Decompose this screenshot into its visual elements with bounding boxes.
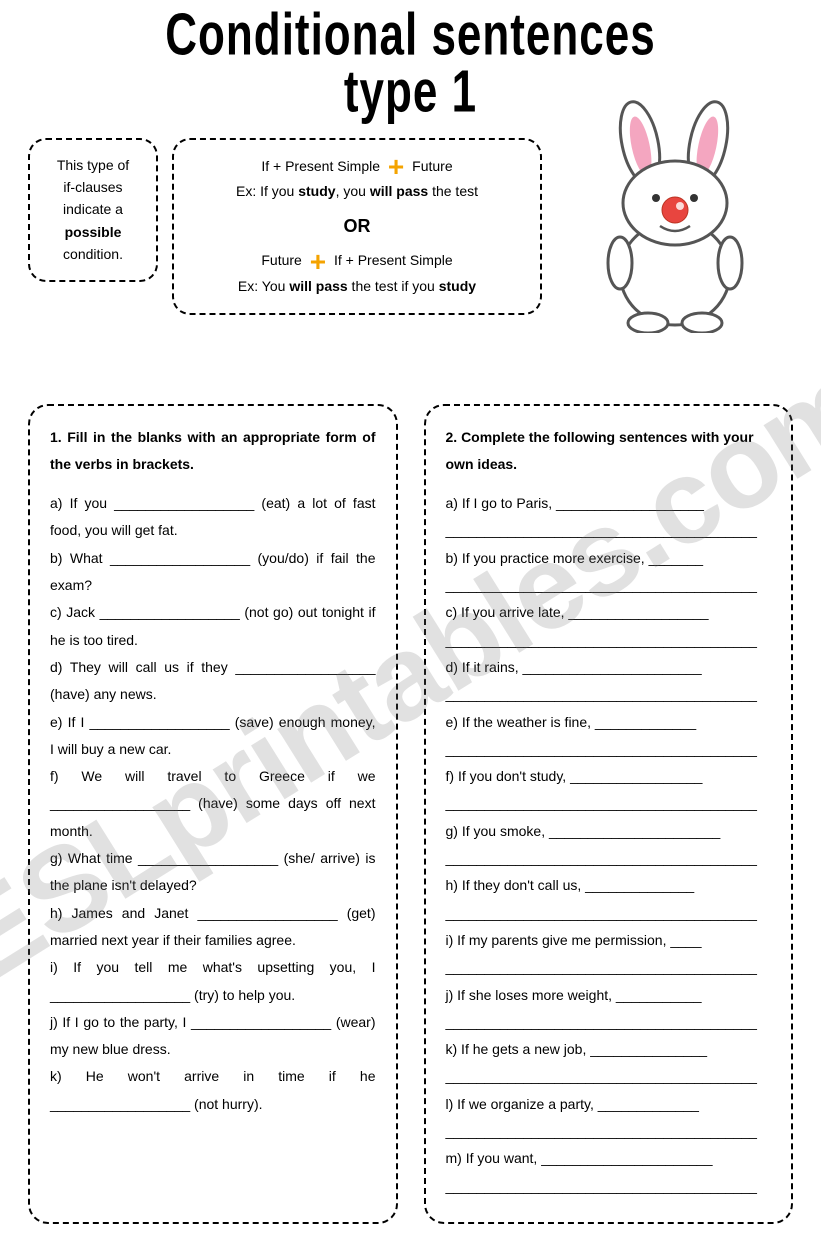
ex1-mid: , you [336,183,370,199]
ex2-g-line: ________________________________________ [446,845,772,872]
top-row: This type of if-clauses indicate a possi… [28,138,793,378]
ex2-l-line: ________________________________________ [446,1118,772,1145]
ex2-pre: Ex: You [238,278,289,294]
exercises-row: 1. Fill in the blanks with an appropriat… [28,404,793,1224]
ex2-b: b) If you practice more exercise, ______… [446,545,772,572]
formula2-b: If + Present Simple [334,252,453,268]
ex1-h: h) James and Janet __________________ (g… [50,900,376,955]
or-label: OR [190,210,524,242]
ex2-k-line: ________________________________________ [446,1063,772,1090]
ex2-mid: the test if you [348,278,439,294]
ex1-a: a) If you __________________ (eat) a lot… [50,490,376,545]
ex2-a: a) If I go to Paris, ___________________ [446,490,772,517]
exercise-2-box: 2. Complete the following sentences with… [424,404,794,1224]
ex2-g: g) If you smoke, ______________________ [446,818,772,845]
title-line-2: type 1 [344,58,477,124]
ex1-g: g) What time __________________ (she/ ar… [50,845,376,900]
ex1-bold2: will pass [370,183,428,199]
exercise-1-box: 1. Fill in the blanks with an appropriat… [28,404,398,1224]
formula1-b: Future [412,158,452,174]
ex2-b-line: ________________________________________ [446,572,772,599]
worksheet-page: Conditional sentences type 1 This type o… [0,0,821,1244]
plus-icon: + [306,252,330,272]
ex2-d-line: ________________________________________ [446,681,772,708]
ex1-d: d) They will call us if they ___________… [50,654,376,709]
intro-l2: if-clauses [63,179,122,195]
example-2: Ex: You will pass the test if you study [190,274,524,299]
ex1-pre: Ex: If you [236,183,298,199]
ex1-end: the test [428,183,478,199]
ex2-i: i) If my parents give me permission, ___… [446,927,772,954]
ex2-j-line: ________________________________________ [446,1009,772,1036]
ex2-c-line: ________________________________________ [446,627,772,654]
ex2-bold1: will pass [289,278,347,294]
plus-icon: + [384,157,408,177]
ex1-heading: 1. Fill in the blanks with an appropriat… [50,424,376,479]
ex2-d: d) If it rains, _______________________ [446,654,772,681]
bunny-icon [580,98,770,333]
intro-l3: indicate a [63,201,123,217]
ex1-i: i) If you tell me what's upsetting you, … [50,954,376,1009]
ex1-j: j) If I go to the party, I _____________… [50,1009,376,1064]
grammar-box: If + Present Simple + Future Ex: If you … [172,138,542,315]
intro-box: This type of if-clauses indicate a possi… [28,138,158,282]
ex2-a-line: ________________________________________ [446,517,772,544]
formula-2: Future + If + Present Simple [190,248,524,273]
ex1-f: f) We will travel to Greece if we ______… [50,763,376,845]
bunny-illustration [556,98,793,338]
ex2-h: h) If they don't call us, ______________ [446,872,772,899]
ex2-bold2: study [439,278,476,294]
ex2-j: j) If she loses more weight, ___________ [446,982,772,1009]
ex2-h-line: ________________________________________ [446,900,772,927]
ex2-e-line: ________________________________________ [446,736,772,763]
formula2-a: Future [261,252,305,268]
ex1-b: b) What __________________ (you/do) if f… [50,545,376,600]
ex2-f-line: ________________________________________ [446,790,772,817]
formula-1: If + Present Simple + Future [190,154,524,179]
ex2-i-line: ________________________________________ [446,954,772,981]
ex1-e: e) If I __________________ (save) enough… [50,709,376,764]
formula1-a: If + Present Simple [261,158,384,174]
intro-l4: possible [65,224,122,240]
ex2-l: l) If we organize a party, _____________ [446,1091,772,1118]
intro-l5: condition. [63,246,123,262]
ex1-c: c) Jack __________________ (not go) out … [50,599,376,654]
ex2-m-line: ________________________________________ [446,1173,772,1200]
example-1: Ex: If you study, you will pass the test [190,179,524,204]
intro-l1: This type of [57,157,129,173]
ex1-bold1: study [298,183,335,199]
ex2-e: e) If the weather is fine, _____________ [446,709,772,736]
ex2-c: c) If you arrive late, _________________… [446,599,772,626]
ex2-k: k) If he gets a new job, _______________ [446,1036,772,1063]
ex2-heading: 2. Complete the following sentences with… [446,424,772,479]
ex1-k: k) He won't arrive in time if he _______… [50,1063,376,1118]
ex2-f: f) If you don't study, _________________ [446,763,772,790]
